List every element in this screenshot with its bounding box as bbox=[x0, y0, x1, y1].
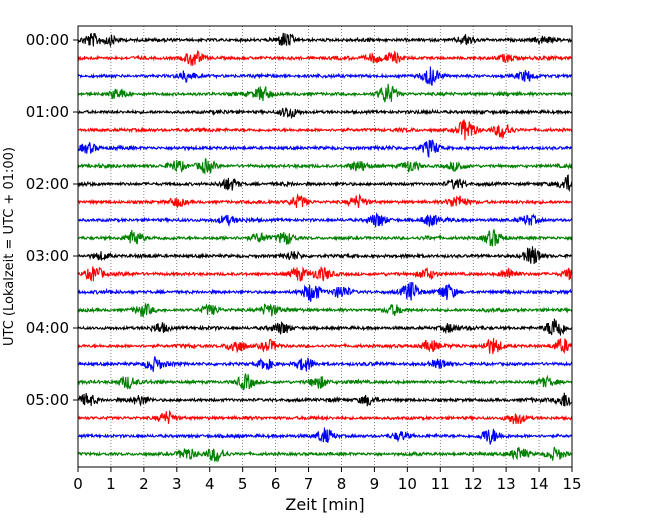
x-tick-label: 2 bbox=[139, 475, 149, 493]
trace-10 bbox=[77, 211, 573, 228]
traces bbox=[77, 32, 573, 463]
y-axis-ticks: 00:00 01:00 02:00 03:00 04:00 05:00 bbox=[26, 31, 78, 409]
trace-9 bbox=[77, 192, 573, 210]
y-tick-label: 03:00 bbox=[26, 247, 69, 265]
trace-21 bbox=[77, 409, 573, 425]
x-tick-label: 6 bbox=[271, 475, 281, 493]
x-tick-label: 5 bbox=[238, 475, 248, 493]
y-tick-label: 01:00 bbox=[26, 103, 69, 121]
trace-4 bbox=[77, 107, 573, 120]
trace-8 bbox=[77, 174, 573, 193]
trace-19 bbox=[77, 373, 573, 391]
x-tick-label: 13 bbox=[497, 475, 516, 493]
x-tick-label: 7 bbox=[304, 475, 314, 493]
plot-frame bbox=[77, 25, 573, 468]
x-tick-label: 9 bbox=[370, 475, 380, 493]
x-tick-label: 11 bbox=[431, 475, 450, 493]
trace-0 bbox=[77, 32, 573, 48]
trace-6 bbox=[77, 139, 573, 159]
y-tick-label: 00:00 bbox=[26, 31, 69, 49]
trace-1 bbox=[77, 50, 573, 66]
x-tick-label: 4 bbox=[205, 475, 215, 493]
y-tick-label: 04:00 bbox=[26, 319, 69, 337]
y-tick-label: 05:00 bbox=[26, 391, 69, 409]
y-tick-label: 02:00 bbox=[26, 175, 69, 193]
trace-20 bbox=[77, 392, 573, 407]
trace-17 bbox=[77, 338, 573, 355]
x-tick-label: 0 bbox=[73, 475, 83, 493]
trace-16 bbox=[77, 318, 573, 337]
trace-12 bbox=[77, 246, 573, 265]
trace-22 bbox=[77, 427, 573, 445]
trace-3 bbox=[77, 83, 573, 103]
trace-18 bbox=[77, 356, 573, 372]
x-tick-label: 12 bbox=[464, 475, 483, 493]
x-tick-label: 1 bbox=[106, 475, 116, 493]
x-tick-label: 15 bbox=[562, 475, 581, 493]
trace-7 bbox=[77, 157, 573, 176]
trace-14 bbox=[77, 281, 573, 302]
trace-13 bbox=[77, 266, 573, 282]
trace-23 bbox=[77, 446, 573, 463]
y-axis-label: UTC (Lokalzeit = UTC + 01:00) bbox=[2, 147, 17, 346]
x-axis-label: Zeit [min] bbox=[285, 495, 364, 514]
x-tick-label: 14 bbox=[530, 475, 549, 493]
x-tick-label: 8 bbox=[337, 475, 347, 493]
x-axis-ticks: 0 1 2 3 4 5 6 7 8 9 10 11 12 13 14 15 bbox=[73, 467, 582, 493]
x-tick-label: 3 bbox=[172, 475, 182, 493]
trace-15 bbox=[77, 303, 573, 317]
x-tick-label: 10 bbox=[398, 475, 417, 493]
trace-5 bbox=[77, 119, 573, 141]
trace-11 bbox=[77, 228, 573, 247]
trace-2 bbox=[77, 66, 573, 86]
